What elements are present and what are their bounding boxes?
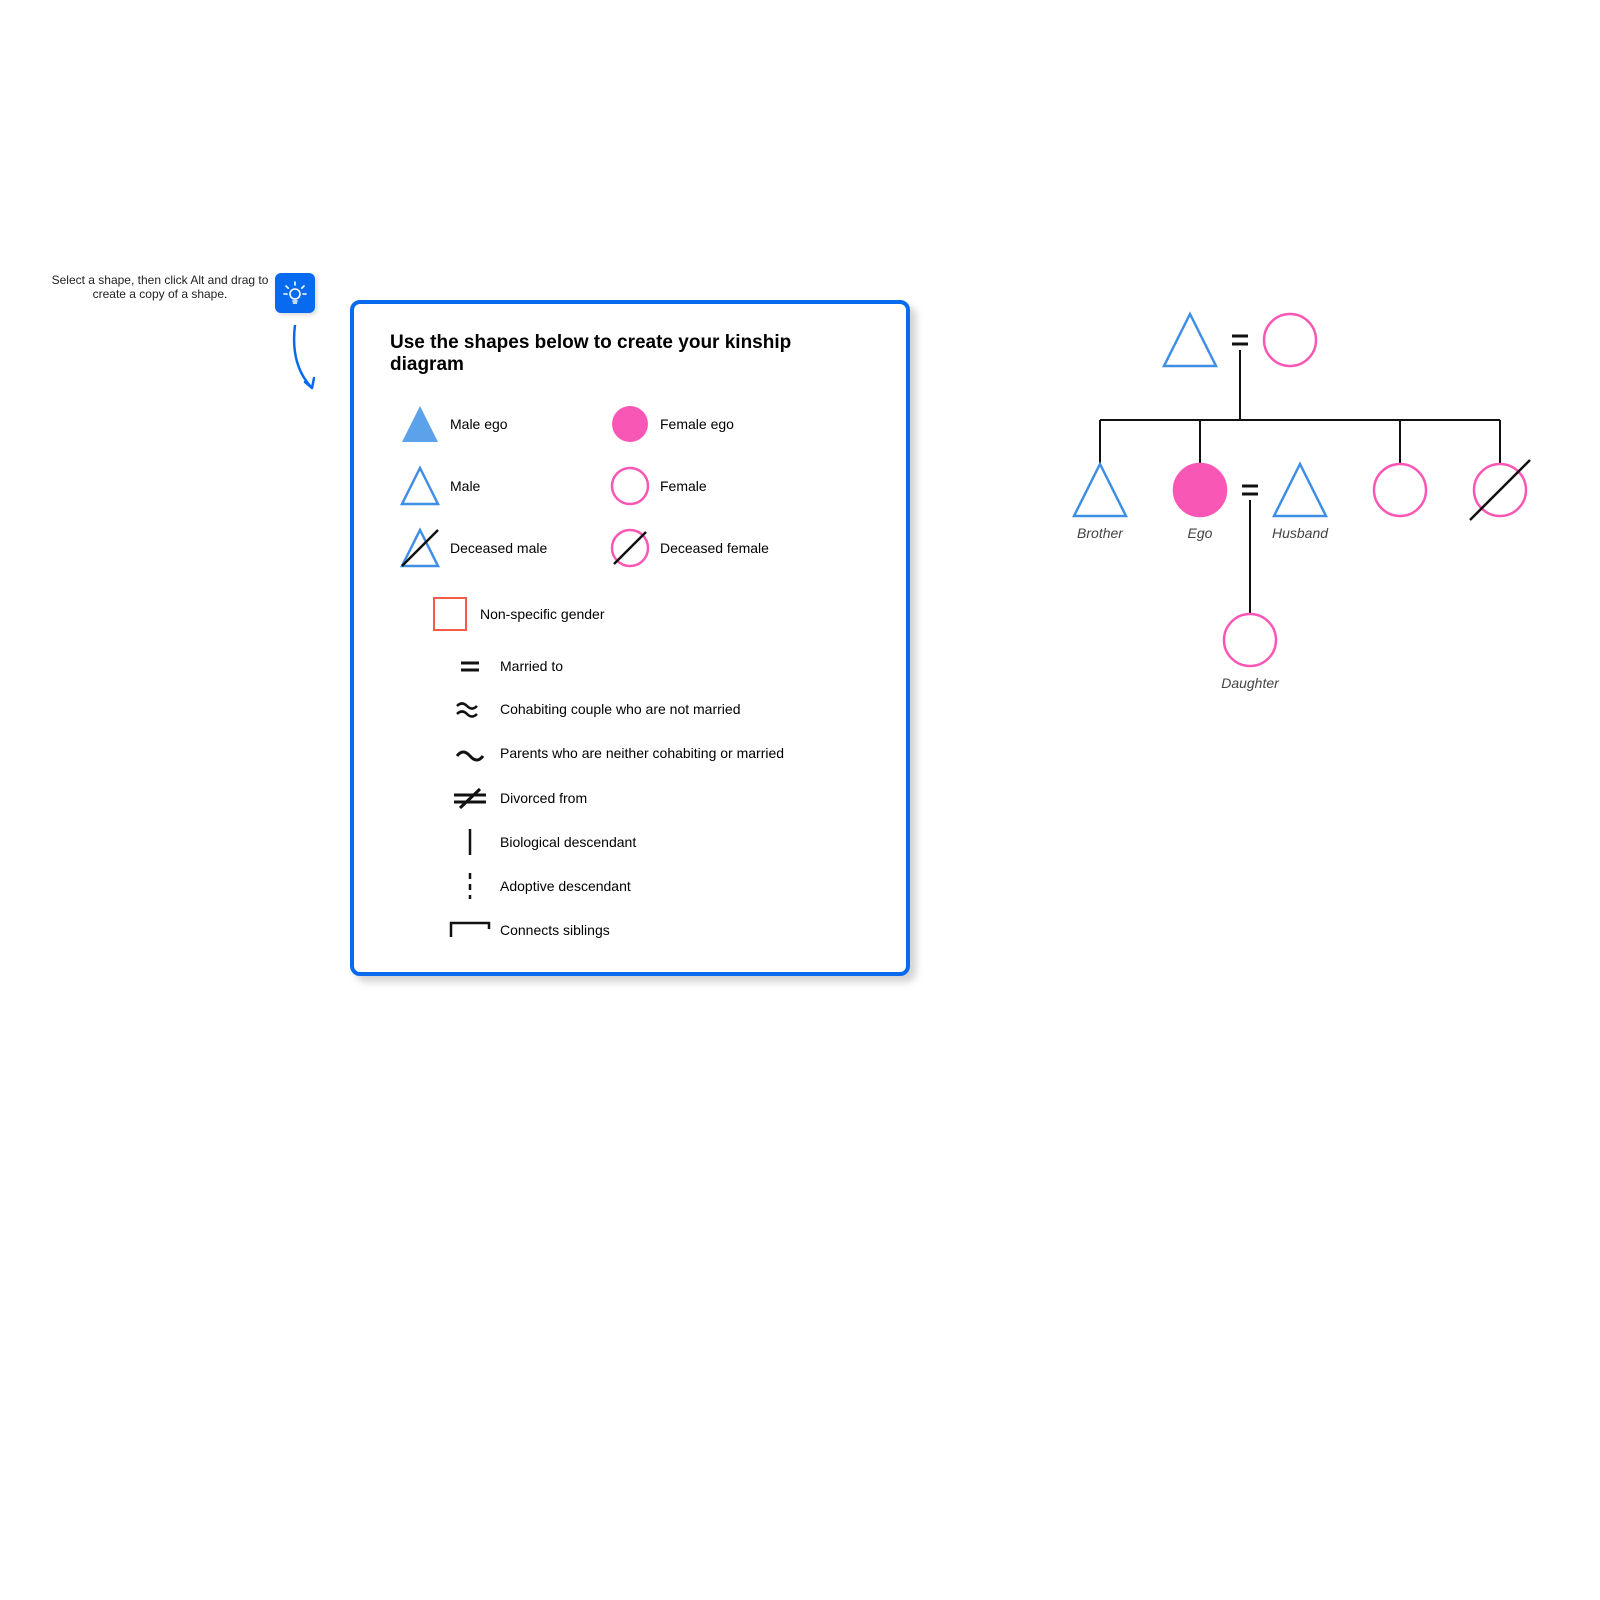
male-ego-label: Male ego bbox=[450, 416, 600, 432]
female-label: Female bbox=[660, 478, 810, 494]
deceased-male-icon[interactable] bbox=[390, 526, 450, 570]
cohabiting-icon[interactable] bbox=[440, 696, 500, 724]
siblings-icon[interactable] bbox=[440, 916, 500, 944]
legend-panel: Use the shapes below to create your kins… bbox=[350, 300, 910, 976]
neither-label: Parents who are neither cohabiting or ma… bbox=[500, 745, 870, 763]
male-ego-icon[interactable] bbox=[390, 402, 450, 446]
lightbulb-icon bbox=[275, 273, 315, 313]
siblings-label: Connects siblings bbox=[500, 922, 870, 938]
nonspecific-gender-icon[interactable] bbox=[420, 592, 480, 636]
female-icon[interactable] bbox=[600, 464, 660, 508]
biological-label: Biological descendant bbox=[500, 834, 870, 850]
legend-title: Use the shapes below to create your kins… bbox=[390, 332, 870, 376]
legend-shapes-grid: Male ego Female ego Male Female Deceased… bbox=[390, 402, 870, 570]
svg-text:Daughter: Daughter bbox=[1221, 675, 1280, 691]
nonspecific-gender-label: Non-specific gender bbox=[480, 606, 870, 622]
married-icon[interactable] bbox=[440, 652, 500, 680]
married-label: Married to bbox=[500, 658, 870, 674]
deceased-female-icon[interactable] bbox=[600, 526, 660, 570]
cohabiting-label: Cohabiting couple who are not married bbox=[500, 701, 870, 719]
deceased-male-label: Deceased male bbox=[450, 540, 600, 556]
svg-text:Husband: Husband bbox=[1272, 525, 1329, 541]
divorced-icon[interactable] bbox=[440, 784, 500, 812]
svg-text:Ego: Ego bbox=[1188, 525, 1213, 541]
neither-icon[interactable] bbox=[440, 740, 500, 768]
male-icon[interactable] bbox=[390, 464, 450, 508]
deceased-female-label: Deceased female bbox=[660, 540, 810, 556]
tip-arrow-icon bbox=[280, 320, 330, 400]
adoptive-icon[interactable] bbox=[440, 872, 500, 900]
female-ego-label: Female ego bbox=[660, 416, 810, 432]
divorced-label: Divorced from bbox=[500, 790, 870, 806]
tip-text: Select a shape, then click Alt and drag … bbox=[50, 273, 270, 301]
svg-text:Brother: Brother bbox=[1077, 525, 1124, 541]
female-ego-icon[interactable] bbox=[600, 402, 660, 446]
kinship-diagram[interactable]: Brother Ego Husband Daughter bbox=[1060, 290, 1580, 730]
male-label: Male bbox=[450, 478, 600, 494]
biological-icon[interactable] bbox=[440, 828, 500, 856]
adoptive-label: Adoptive descendant bbox=[500, 878, 870, 894]
legend-relations: Married to Cohabiting couple who are not… bbox=[440, 652, 870, 944]
